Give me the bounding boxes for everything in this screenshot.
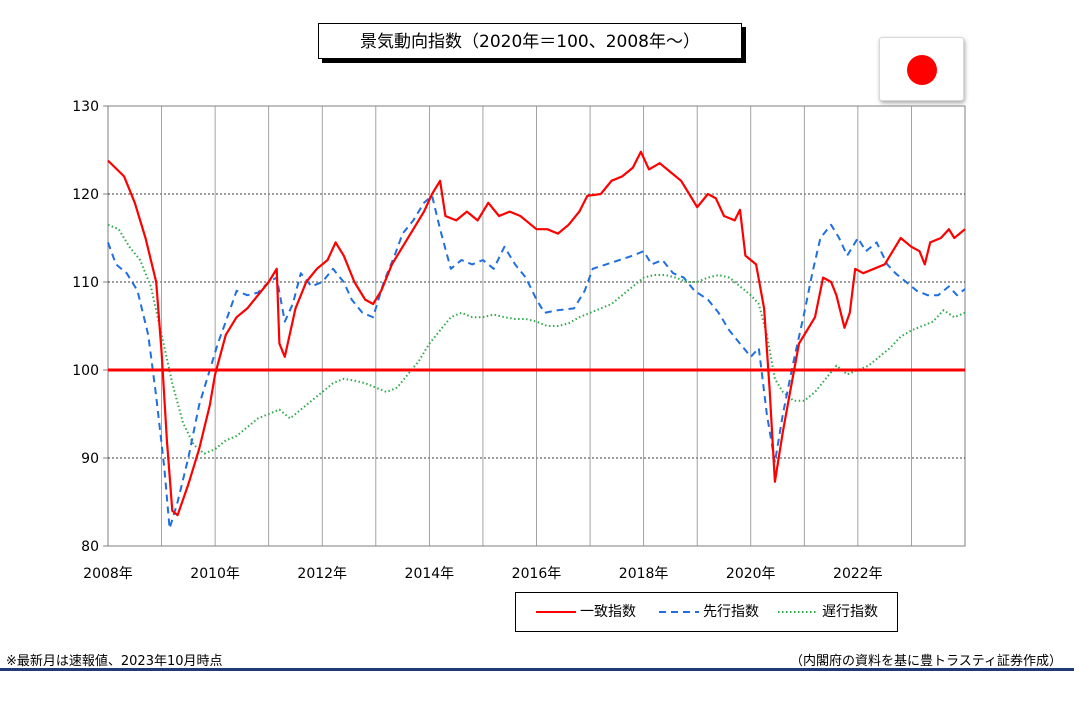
x-tick-label: 2016年 [512, 566, 562, 582]
coincident-index-line [107, 150, 966, 517]
chart-title: 景気動向指数（2020年＝100、2008年～） [318, 23, 742, 59]
lagging-index-line [107, 223, 966, 455]
legend-label-leading: 先行指数 [703, 604, 759, 620]
x-tick-label: 2012年 [297, 566, 347, 582]
x-gridlines [161, 106, 912, 546]
x-axis-tick-labels: 2008年 2010年 2012年 2014年 2016年 2018年 2020年 2022年 [83, 566, 883, 582]
legend-item-lagging: 遅行指数 [778, 593, 878, 631]
footnote-right: （内閣府の資料を基に豊トラスティ証券作成） [790, 654, 1062, 669]
footnote-left: ※最新月は速報値、2023年10月時点 [6, 654, 223, 669]
y-tick-label: 80 [81, 539, 99, 555]
y-tick-label: 90 [81, 451, 99, 467]
legend-swatch-coincident [536, 611, 576, 613]
chart-legend: 一致指数 先行指数 遅行指数 [515, 592, 898, 632]
x-tick-label: 2008年 [83, 566, 133, 582]
legend-item-coincident: 一致指数 [536, 593, 636, 631]
series-lines [107, 150, 966, 530]
x-tick-label: 2018年 [619, 566, 669, 582]
y-tick-label: 110 [72, 275, 99, 291]
y-axis-tick-labels: 80 90 100 110 120 130 [72, 99, 99, 555]
bottom-divider [0, 668, 1074, 671]
flag-red-disc [907, 55, 937, 85]
x-tick-label: 2010年 [190, 566, 240, 582]
x-tick-label: 2022年 [833, 566, 883, 582]
legend-label-coincident: 一致指数 [580, 604, 636, 620]
x-tick-label: 2014年 [405, 566, 455, 582]
x-tick-label: 2020年 [726, 566, 776, 582]
japan-flag-icon [879, 37, 964, 101]
y-tick-label: 120 [72, 187, 99, 203]
y-tick-label: 130 [72, 99, 99, 115]
y-tick-label: 100 [72, 363, 99, 379]
legend-swatch-lagging [778, 611, 818, 613]
legend-item-leading: 先行指数 [659, 593, 759, 631]
legend-label-lagging: 遅行指数 [822, 604, 878, 620]
legend-swatch-leading [659, 611, 699, 613]
